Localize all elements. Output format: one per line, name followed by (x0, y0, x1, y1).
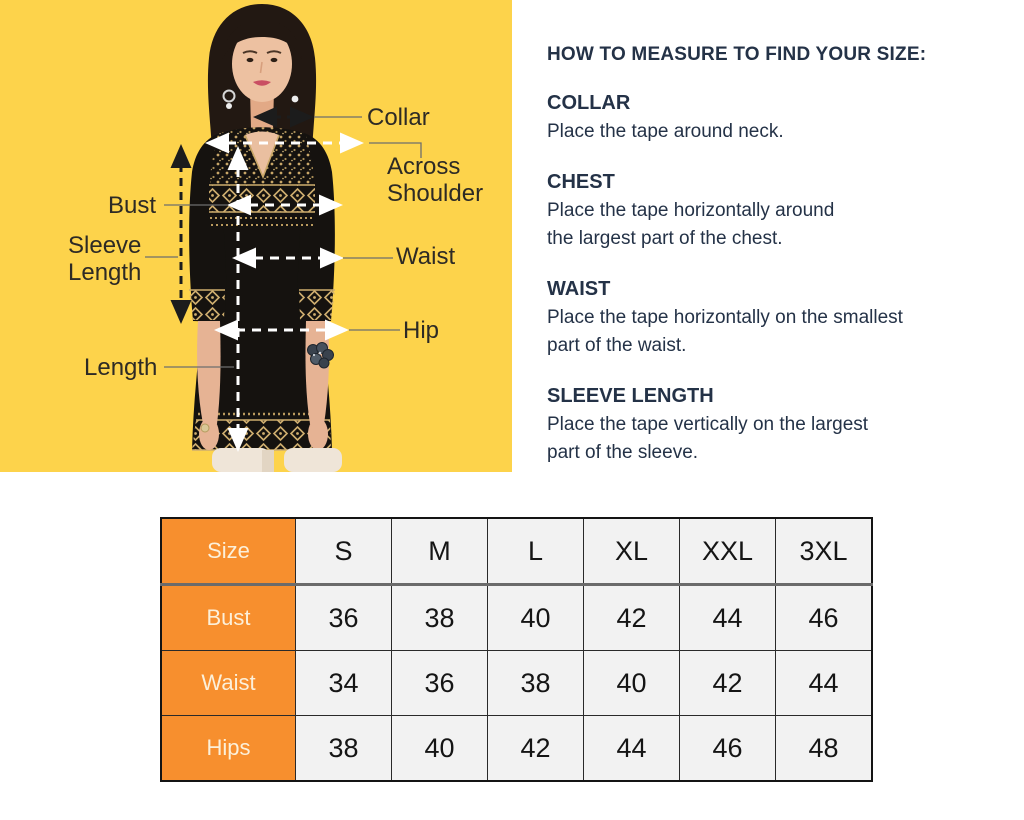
measure-label-hip: Hip (403, 317, 440, 344)
size-col-m: M (391, 517, 488, 586)
hips-value: 48 (775, 715, 873, 782)
section-line: Place the tape vertically on the largest (547, 414, 869, 435)
waist-value: 40 (583, 650, 680, 716)
bust-value: 44 (679, 584, 776, 651)
earring-bead-left (226, 103, 232, 109)
bust-value: 40 (487, 584, 584, 651)
how-to-section-sleeve-length: SLEEVE LENGTH Place the tape vertically … (547, 385, 987, 467)
hips-value: 44 (583, 715, 680, 782)
section-line: part of the sleeve. (547, 442, 699, 463)
section-line: Place the tape around neck. (547, 121, 784, 142)
measure-label-waist: Waist (396, 243, 456, 270)
model-leggings (212, 448, 342, 472)
model-nose (259, 61, 263, 74)
size-col-l: L (487, 517, 584, 586)
kurti-hem-band (192, 420, 331, 450)
how-to-section-collar: COLLAR Place the tape around neck. (547, 92, 987, 146)
waist-value: 36 (391, 650, 488, 716)
bust-value: 42 (583, 584, 680, 651)
table-row-hips: Hips 38 40 42 44 46 48 (160, 715, 873, 782)
measure-label-across-shoulder: Across Shoulder (387, 153, 483, 207)
measure-label-length: Length (84, 354, 158, 381)
size-guide-illustration (0, 0, 512, 472)
ring (200, 423, 210, 433)
measure-label-collar: Collar (367, 104, 430, 131)
waist-value: 34 (295, 650, 392, 716)
how-to-measure-panel: HOW TO MEASURE TO FIND YOUR SIZE: COLLAR… (547, 44, 987, 492)
section-title: WAIST (547, 278, 611, 300)
section-title: SLEEVE LENGTH (547, 385, 714, 407)
row-label-waist: Waist (160, 650, 296, 716)
model-forearm-left (197, 321, 221, 424)
model-eye-left (246, 57, 254, 63)
size-col-3xl: 3XL (775, 517, 873, 586)
model-eye-right (270, 57, 278, 63)
how-to-section-waist: WAIST Place the tape horizontally on the… (547, 278, 987, 360)
sleeve-band-left (189, 290, 225, 320)
model-forearm-right (305, 321, 329, 424)
section-line: part of the waist. (547, 335, 687, 356)
section-title: COLLAR (547, 92, 631, 114)
bracelet (307, 342, 334, 369)
model-eyebrow-right (266, 50, 282, 54)
bust-value: 38 (391, 584, 488, 651)
measure-label-sleeve-length: Sleeve Length (68, 232, 141, 286)
hips-value: 40 (391, 715, 488, 782)
size-header-cell: Size (160, 517, 296, 586)
size-col-xxl: XXL (679, 517, 776, 586)
waist-value: 42 (679, 650, 776, 716)
size-table-header-row: Size S M L XL XXL 3XL (160, 517, 873, 586)
waist-value: 44 (775, 650, 873, 716)
hips-value: 42 (487, 715, 584, 782)
across-shoulder-connector-line (369, 142, 422, 158)
sleeve-band-right (299, 290, 335, 320)
hips-value: 38 (295, 715, 392, 782)
sleeve-length-line2: Length (68, 259, 142, 286)
bust-value: 46 (775, 584, 873, 651)
section-title: CHEST (547, 171, 615, 193)
bust-value: 36 (295, 584, 392, 651)
across-shoulder-line2: Shoulder (387, 180, 484, 207)
waist-value: 38 (487, 650, 584, 716)
kurti-bust-band (209, 185, 315, 212)
sleeve-length-line1: Sleeve (68, 232, 142, 259)
row-label-hips: Hips (160, 715, 296, 782)
model-hand-left (199, 418, 219, 450)
table-row-waist: Waist 34 36 38 40 42 44 (160, 650, 873, 716)
earring-hoop-left (222, 89, 236, 103)
measurement-diagram-panel: Collar Across Shoulder Bust Sleeve Lengt… (0, 0, 512, 472)
model-hair-fringe (222, 20, 302, 60)
hips-value: 46 (679, 715, 776, 782)
how-to-heading: HOW TO MEASURE TO FIND YOUR SIZE: (547, 44, 927, 65)
size-col-s: S (295, 517, 392, 586)
table-row-bust: Bust 36 38 40 42 44 46 (160, 584, 873, 651)
measure-label-bust: Bust (108, 192, 157, 219)
row-label-bust: Bust (160, 584, 296, 651)
model-hand-right (308, 418, 328, 450)
earring-bead-right (291, 95, 299, 103)
section-line: Place the tape horizontally on the small… (547, 307, 903, 328)
section-line: Place the tape horizontally around (547, 200, 835, 221)
model-eyebrow-left (242, 50, 258, 54)
size-chart-table: Size S M L XL XXL 3XL Bust 36 38 40 42 4… (160, 517, 873, 782)
across-shoulder-line1: Across (387, 153, 461, 180)
model-lips (253, 80, 271, 86)
section-line: the largest part of the chest. (547, 228, 783, 249)
size-col-xl: XL (583, 517, 680, 586)
how-to-section-chest: CHEST Place the tape horizontally around… (547, 171, 987, 253)
